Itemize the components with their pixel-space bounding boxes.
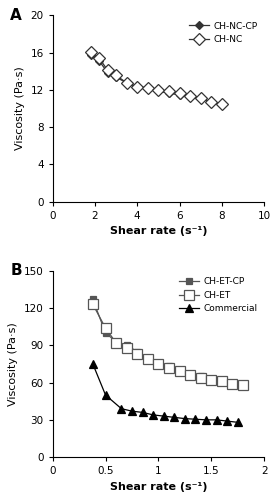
Y-axis label: Viscosity (Pa·s): Viscosity (Pa·s) (8, 322, 18, 406)
CH-ET-CP (231, 380, 234, 386)
CH-ET (91, 302, 95, 308)
CH-ET-CP (114, 338, 118, 344)
CH-ET (157, 361, 160, 367)
CH-NC (199, 95, 202, 101)
CH-NC (188, 93, 192, 99)
Y-axis label: Viscosity (Pa·s): Viscosity (Pa·s) (15, 66, 25, 150)
CH-NC (167, 88, 171, 94)
CH-ET (114, 340, 118, 346)
Commercial (173, 414, 176, 420)
CH-ET-CP (104, 330, 107, 336)
Commercial (225, 418, 229, 424)
Text: A: A (10, 8, 22, 23)
CH-NC-CP (178, 92, 181, 98)
CH-ET-CP (220, 378, 223, 384)
Commercial (204, 417, 208, 423)
CH-ET-CP (188, 371, 192, 377)
CH-NC-CP (106, 70, 109, 75)
CH-ET (178, 368, 181, 374)
Commercial (151, 412, 155, 418)
CH-NC (178, 90, 181, 96)
CH-NC-CP (188, 94, 192, 100)
CH-NC-CP (157, 88, 160, 94)
Line: Commercial: Commercial (89, 360, 242, 426)
CH-NC-CP (167, 90, 171, 96)
CH-ET (188, 372, 192, 378)
CH-ET (231, 381, 234, 387)
CH-NC-CP (89, 52, 92, 59)
X-axis label: Shear rate (s⁻¹): Shear rate (s⁻¹) (110, 226, 207, 236)
Commercial (162, 413, 165, 419)
CH-ET (220, 378, 223, 384)
Commercial (183, 416, 186, 422)
CH-ET (241, 382, 245, 388)
CH-ET-CP (157, 360, 160, 366)
CH-NC (136, 84, 139, 89)
CH-ET (167, 364, 171, 370)
CH-ET (125, 345, 128, 351)
CH-NC-CP (114, 74, 118, 80)
CH-ET-CP (136, 348, 139, 354)
CH-ET (210, 377, 213, 383)
CH-ET (146, 356, 150, 362)
Legend: CH-ET-CP, CH-ET, Commercial: CH-ET-CP, CH-ET, Commercial (177, 276, 259, 315)
CH-NC (125, 80, 128, 86)
Line: CH-NC-CP: CH-NC-CP (88, 52, 225, 107)
CH-ET-CP (178, 367, 181, 373)
CH-ET-CP (241, 382, 245, 388)
CH-ET (136, 351, 139, 357)
Line: CH-NC: CH-NC (86, 47, 226, 109)
CH-NC (106, 68, 109, 73)
CH-ET (199, 374, 202, 380)
Commercial (104, 392, 107, 398)
Line: CH-ET: CH-ET (88, 300, 247, 390)
CH-NC (114, 72, 118, 78)
CH-NC (220, 101, 223, 107)
CH-NC-CP (210, 98, 213, 104)
CH-NC-CP (199, 96, 202, 102)
Commercial (141, 410, 144, 416)
Line: CH-ET-CP: CH-ET-CP (89, 296, 246, 388)
Commercial (215, 417, 218, 423)
CH-ET-CP (210, 376, 213, 382)
CH-NC (146, 85, 150, 91)
CH-NC-CP (136, 84, 139, 90)
X-axis label: Shear rate (s⁻¹): Shear rate (s⁻¹) (110, 482, 207, 492)
Commercial (91, 361, 95, 367)
Commercial (236, 420, 239, 426)
Text: B: B (10, 264, 22, 278)
CH-ET-CP (91, 296, 95, 302)
CH-NC-CP (97, 58, 101, 64)
CH-NC-CP (220, 101, 223, 107)
CH-NC (210, 99, 213, 105)
CH-ET-CP (125, 342, 128, 348)
CH-ET (104, 325, 107, 331)
CH-NC (157, 87, 160, 93)
Commercial (120, 406, 123, 411)
CH-NC-CP (146, 86, 150, 92)
CH-NC (89, 48, 92, 54)
CH-ET-CP (146, 355, 150, 361)
CH-NC-CP (125, 80, 128, 86)
CH-ET-CP (167, 364, 171, 370)
Commercial (130, 408, 134, 414)
Commercial (194, 416, 197, 422)
CH-ET-CP (199, 374, 202, 380)
Legend: CH-NC-CP, CH-NC: CH-NC-CP, CH-NC (187, 20, 259, 46)
CH-NC (97, 55, 101, 61)
